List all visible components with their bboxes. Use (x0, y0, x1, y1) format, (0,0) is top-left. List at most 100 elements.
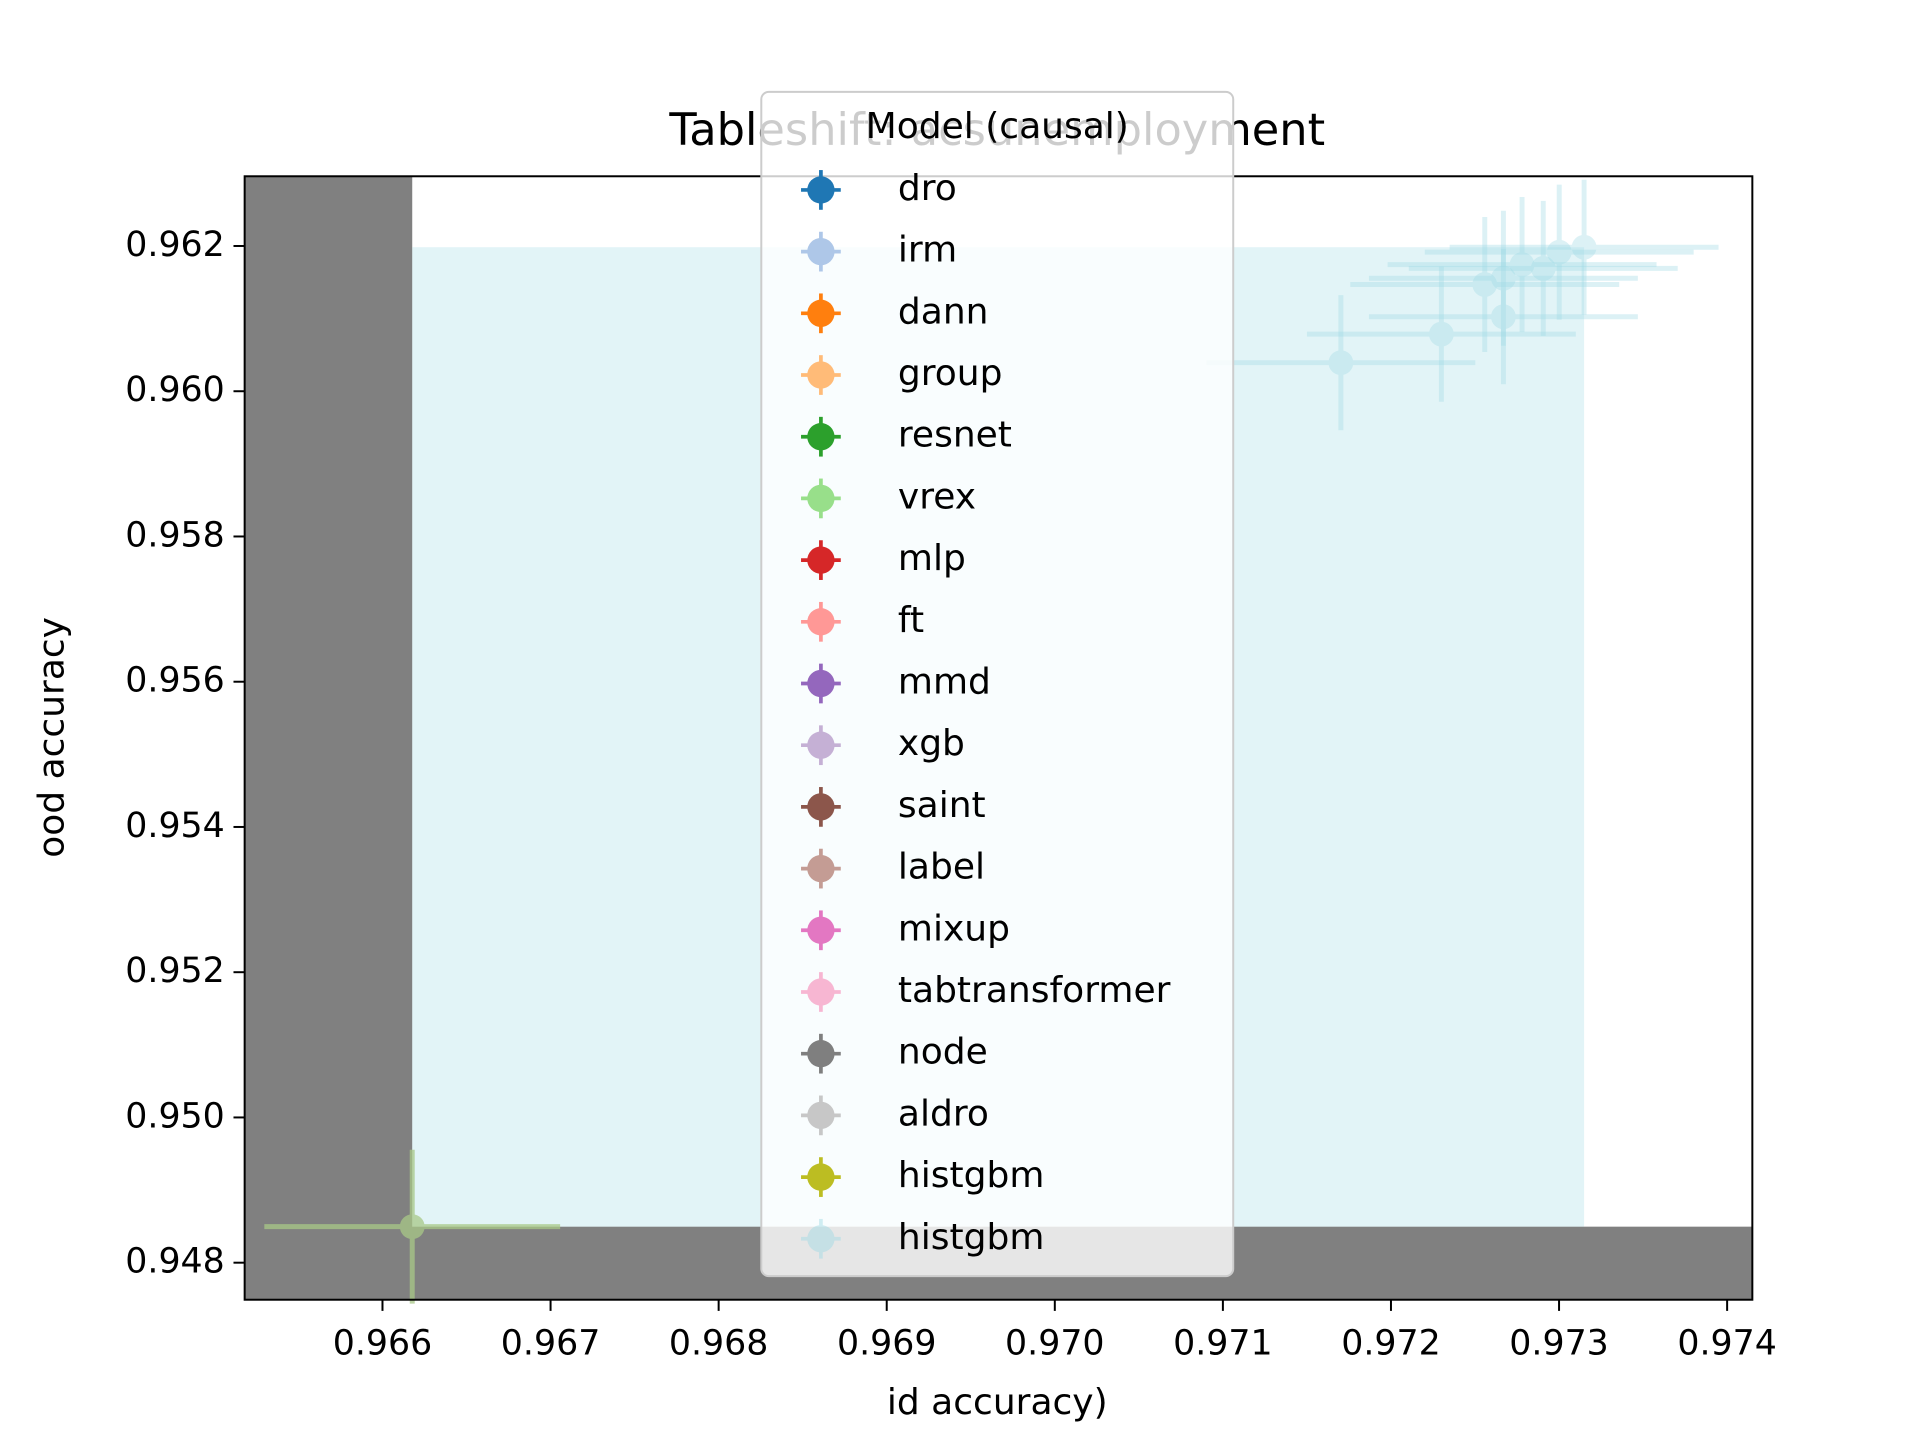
legend-entry (801, 910, 841, 951)
x-tick-label: 0.972 (1341, 1323, 1441, 1363)
legend-marker (807, 978, 835, 1006)
legend-entry (801, 725, 841, 766)
legend-entry (801, 787, 841, 827)
legend-marker (807, 546, 835, 574)
legend-marker (807, 731, 835, 759)
legend-label: vrex (898, 476, 976, 517)
legend-marker (807, 1040, 835, 1068)
point (1509, 252, 1535, 277)
point (1490, 265, 1516, 291)
point-group (1306, 266, 1576, 402)
legend-entry (801, 231, 841, 272)
legend-label: histgbm (898, 1155, 1045, 1196)
point-group (1350, 216, 1620, 353)
legend-label: mlp (898, 538, 966, 579)
x-axis-label: id accuracy) (887, 1382, 1108, 1423)
legend-label: saint (898, 785, 986, 826)
point-group (1206, 295, 1476, 431)
legend-entry (801, 1157, 841, 1197)
legend-entry (801, 972, 841, 1012)
point-group (1449, 179, 1719, 315)
legend-entry (801, 663, 841, 704)
point-group (1424, 184, 1694, 320)
y-tick-label: 0.956 (125, 661, 225, 701)
point-group (1368, 249, 1638, 385)
legend-marker (807, 916, 835, 944)
legend-entry (801, 1095, 841, 1136)
legend: Model (causal) dro irm dann group resnet vrex… (760, 90, 1235, 1278)
legend-marker (807, 793, 835, 821)
x-tick-label: 0.967 (501, 1323, 601, 1363)
legend-marker (807, 423, 835, 451)
legend-marker (807, 669, 835, 698)
legend-marker (807, 176, 835, 204)
legend-entry (801, 601, 841, 642)
point-group (1368, 210, 1638, 346)
legend-entry (801, 355, 841, 395)
legend-entry (801, 1033, 841, 1074)
legend-marker (807, 299, 835, 327)
legend-entry (801, 416, 841, 457)
legend-label: irm (898, 230, 957, 271)
y-tick-label: 0.948 (125, 1242, 225, 1282)
x-tick-label: 0.973 (1509, 1323, 1609, 1363)
points (264, 179, 1719, 1304)
legend-marker (807, 361, 835, 389)
legend-marker (807, 1101, 835, 1130)
legend-marker (807, 484, 835, 513)
y-tick-label: 0.958 (125, 515, 225, 555)
legend-label: dro (898, 168, 957, 209)
point-group (1408, 200, 1678, 336)
x-tick-label: 0.971 (1173, 1323, 1273, 1363)
y-tick-label: 0.960 (125, 370, 225, 410)
point (1428, 321, 1454, 347)
point (1571, 234, 1597, 260)
x-tick-label: 0.966 (333, 1323, 433, 1363)
legend-entry (801, 848, 841, 889)
point (1530, 255, 1556, 281)
legend-label: xgb (898, 723, 965, 764)
x-tick-label: 0.969 (837, 1323, 937, 1363)
point (399, 1214, 425, 1240)
legend-entry (801, 478, 841, 519)
x-tick-label: 0.968 (669, 1323, 769, 1363)
y-tick-label: 0.954 (125, 806, 225, 846)
legend-title: Model (causal) (866, 106, 1129, 147)
y-tick-label: 0.962 (125, 225, 225, 265)
point (1546, 239, 1572, 265)
point-group (1387, 197, 1657, 333)
legend-marker (807, 1225, 835, 1253)
legend-entry (801, 540, 841, 580)
legend-label: label (898, 847, 985, 888)
legend-label: resnet (898, 415, 1012, 456)
legend-marker (807, 854, 835, 883)
legend-label: mixup (898, 908, 1010, 949)
legend-label: mmd (898, 662, 991, 703)
legend-box (760, 90, 1235, 1278)
x-tick-label: 0.970 (1005, 1323, 1105, 1363)
legend-marker (807, 1163, 835, 1191)
legend-marker (807, 608, 835, 636)
ticks: 0.966 0.967 0.968 0.969 0.970 0.971 0.972 0.973… (125, 225, 1777, 1363)
legend-entry (801, 170, 841, 210)
point (1472, 272, 1498, 297)
legend-label: tabtransformer (898, 970, 1171, 1011)
legend-label: aldro (898, 1093, 989, 1134)
legend-label: histgbm (898, 1217, 1045, 1258)
legend-label: dann (898, 291, 989, 332)
x-tick-label: 0.974 (1677, 1323, 1777, 1363)
y-axis-label: ood accuracy (31, 617, 72, 858)
legend-entry (801, 293, 841, 334)
point (1490, 304, 1516, 330)
y-tick-label: 0.950 (125, 1096, 225, 1136)
y-tick-label: 0.952 (125, 951, 225, 991)
point (1328, 350, 1354, 376)
legend-label: ft (898, 600, 924, 641)
point-group (264, 1149, 561, 1304)
legend-marker (807, 237, 835, 266)
legend-label: node (898, 1032, 988, 1073)
dominated-region (244, 176, 413, 1300)
legend-label: group (898, 353, 1003, 394)
